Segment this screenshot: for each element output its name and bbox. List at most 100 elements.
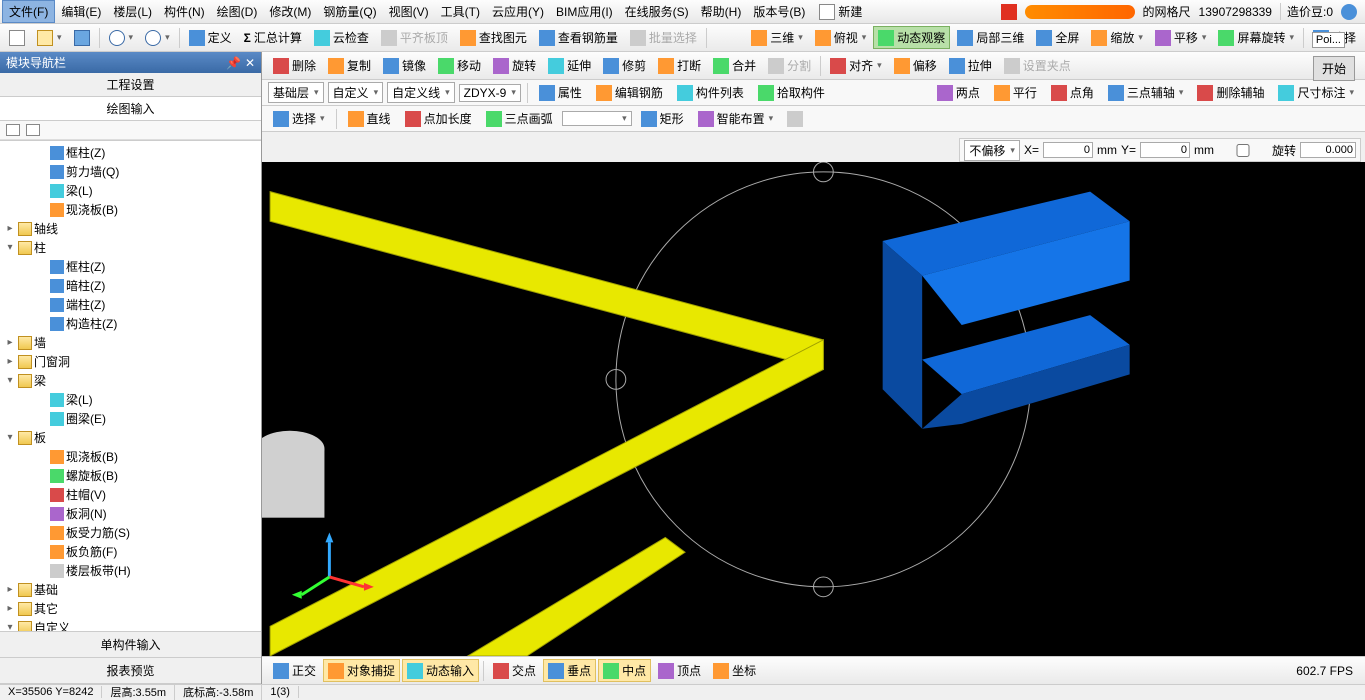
tree-item[interactable]: 梁(L) [0, 390, 261, 409]
setpoint-button[interactable]: 设置夹点 [999, 54, 1076, 77]
batch-button[interactable]: 批量选择 [625, 26, 702, 49]
pick-button[interactable]: 拾取构件 [753, 81, 830, 104]
component-tree[interactable]: 框柱(Z)剪力墙(Q)梁(L)现浇板(B)▸轴线▾柱框柱(Z)暗柱(Z)端柱(Z… [0, 140, 261, 631]
menu-help[interactable]: 帮助(H) [695, 1, 748, 22]
menu-edit[interactable]: 编辑(E) [55, 1, 107, 22]
type-combo[interactable]: 自定义线▾ [387, 82, 455, 103]
aux3-button[interactable]: 三点辅轴▾ [1103, 81, 1189, 104]
tree-item[interactable]: ▾板 [0, 428, 261, 447]
mirror-button[interactable]: 镜像 [378, 54, 431, 77]
rotate-input[interactable] [1300, 142, 1356, 158]
offset-button[interactable]: 偏移 [889, 54, 942, 77]
tree-item[interactable]: 剪力墙(Q) [0, 162, 261, 181]
start-popup-button[interactable]: 开始 [1313, 56, 1355, 81]
attr-button[interactable]: 属性 [534, 81, 587, 104]
new-doc-button[interactable]: 新建 [819, 3, 862, 20]
viewport-3d[interactable] [262, 162, 1365, 656]
rotate-button[interactable]: 旋转 [488, 54, 541, 77]
tree-item[interactable]: 板受力筋(S) [0, 523, 261, 542]
menu-file[interactable]: 文件(F) [2, 0, 55, 23]
layer-combo[interactable]: 基础层▾ [268, 82, 324, 103]
line-button[interactable]: 直线 [343, 107, 396, 130]
align-button[interactable]: 对齐▾ [825, 54, 887, 77]
tree-item[interactable]: 现浇板(B) [0, 200, 261, 219]
category-combo[interactable]: 自定义▾ [328, 82, 384, 103]
move-button[interactable]: 移动 [433, 54, 486, 77]
arc3-button[interactable]: 三点画弧 [481, 107, 558, 130]
menu-online[interactable]: 在线服务(S) [619, 1, 695, 22]
osnap-toggle[interactable]: 对象捕捉 [323, 659, 400, 682]
menu-rebar[interactable]: 钢筋量(Q) [317, 1, 382, 22]
steel-button[interactable]: 查看钢筋量 [534, 26, 623, 49]
dynamic-view-button[interactable]: 动态观察 [873, 26, 950, 49]
stretch-button[interactable]: 拉伸 [944, 54, 997, 77]
tree-item[interactable]: 现浇板(B) [0, 447, 261, 466]
list-button[interactable]: 构件列表 [672, 81, 749, 104]
merge-button[interactable]: 合并 [708, 54, 761, 77]
split-button[interactable]: 分割 [763, 54, 816, 77]
tree-item[interactable]: ▸墙 [0, 333, 261, 352]
tree-item[interactable]: 梁(L) [0, 181, 261, 200]
apex-toggle[interactable]: 顶点 [653, 659, 706, 682]
tree-item[interactable]: 板负筋(F) [0, 542, 261, 561]
tree-item[interactable]: ▸基础 [0, 580, 261, 599]
flat-button[interactable]: 平齐板顶 [376, 26, 453, 49]
topview-button[interactable]: 俯视▾ [810, 26, 872, 49]
select-tool-button[interactable]: 选择▾ [268, 107, 330, 130]
tree-item[interactable]: 螺旋板(B) [0, 466, 261, 485]
coord-toggle[interactable]: 坐标 [708, 659, 761, 682]
tab-single-input[interactable]: 单构件输入 [0, 632, 261, 658]
panel-pin-icon[interactable]: 📌 [226, 56, 241, 70]
offset-mode-combo[interactable]: 不偏移▾ [964, 140, 1020, 161]
extra-button[interactable] [782, 108, 808, 130]
zoom-button[interactable]: 缩放▾ [1086, 26, 1148, 49]
copy-button[interactable]: 复制 [323, 54, 376, 77]
fullscreen-button[interactable]: 全屏 [1031, 26, 1084, 49]
dim-button[interactable]: 尺寸标注▾ [1273, 81, 1359, 104]
inter-toggle[interactable]: 交点 [488, 659, 541, 682]
mini-btn-1[interactable] [6, 124, 20, 136]
tree-item[interactable]: 板洞(N) [0, 504, 261, 523]
tree-item[interactable]: 暗柱(Z) [0, 276, 261, 295]
undo-button[interactable]: ▾ [104, 27, 139, 49]
editsteel-button[interactable]: 编辑钢筋 [591, 81, 668, 104]
parallel-button[interactable]: 平行 [989, 81, 1042, 104]
new-button[interactable] [4, 27, 30, 49]
menu-bim[interactable]: BIM应用(I) [550, 1, 619, 22]
local3d-button[interactable]: 局部三维 [952, 26, 1029, 49]
menu-view[interactable]: 视图(V) [383, 1, 435, 22]
rotate-checkbox[interactable] [1218, 144, 1268, 157]
arc-combo[interactable]: ▾ [562, 111, 632, 126]
pan-button[interactable]: 平移▾ [1150, 26, 1212, 49]
define-button[interactable]: 定义 [184, 26, 237, 49]
tree-item[interactable]: 框柱(Z) [0, 257, 261, 276]
twopt-button[interactable]: 两点 [932, 81, 985, 104]
smart-button[interactable]: 智能布置▾ [693, 107, 779, 130]
y-input[interactable] [1140, 142, 1190, 158]
tree-item[interactable]: 楼层板带(H) [0, 561, 261, 580]
menu-cloud[interactable]: 云应用(Y) [486, 1, 550, 22]
angle-button[interactable]: 点角 [1046, 81, 1099, 104]
tree-item[interactable]: 端柱(Z) [0, 295, 261, 314]
tab-report-preview[interactable]: 报表预览 [0, 658, 261, 684]
panel-close-icon[interactable]: ✕ [245, 56, 255, 70]
tree-item[interactable]: 柱帽(V) [0, 485, 261, 504]
cloud-check-button[interactable]: 云检查 [309, 26, 374, 49]
extend-button[interactable]: 延伸 [543, 54, 596, 77]
tab-project-settings[interactable]: 工程设置 [0, 73, 261, 97]
tree-item[interactable]: ▸轴线 [0, 219, 261, 238]
delaux-button[interactable]: 删除辅轴 [1192, 81, 1269, 104]
tree-item[interactable]: ▾梁 [0, 371, 261, 390]
dyninput-toggle[interactable]: 动态输入 [402, 659, 479, 682]
screen-rotate-button[interactable]: 屏幕旋转▾ [1213, 26, 1299, 49]
ortho-toggle[interactable]: 正交 [268, 659, 321, 682]
x-input[interactable] [1043, 142, 1093, 158]
view3d-button[interactable]: 三维▾ [746, 26, 808, 49]
ptlen-button[interactable]: 点加长度 [400, 107, 477, 130]
sum-button[interactable]: Σ汇总计算 [239, 26, 307, 49]
menu-draw[interactable]: 绘图(D) [211, 1, 264, 22]
rect-button[interactable]: 矩形 [636, 107, 689, 130]
find-button[interactable]: 查找图元 [455, 26, 532, 49]
perp-toggle[interactable]: 垂点 [543, 659, 596, 682]
tab-draw-input[interactable]: 绘图输入 [0, 97, 261, 121]
